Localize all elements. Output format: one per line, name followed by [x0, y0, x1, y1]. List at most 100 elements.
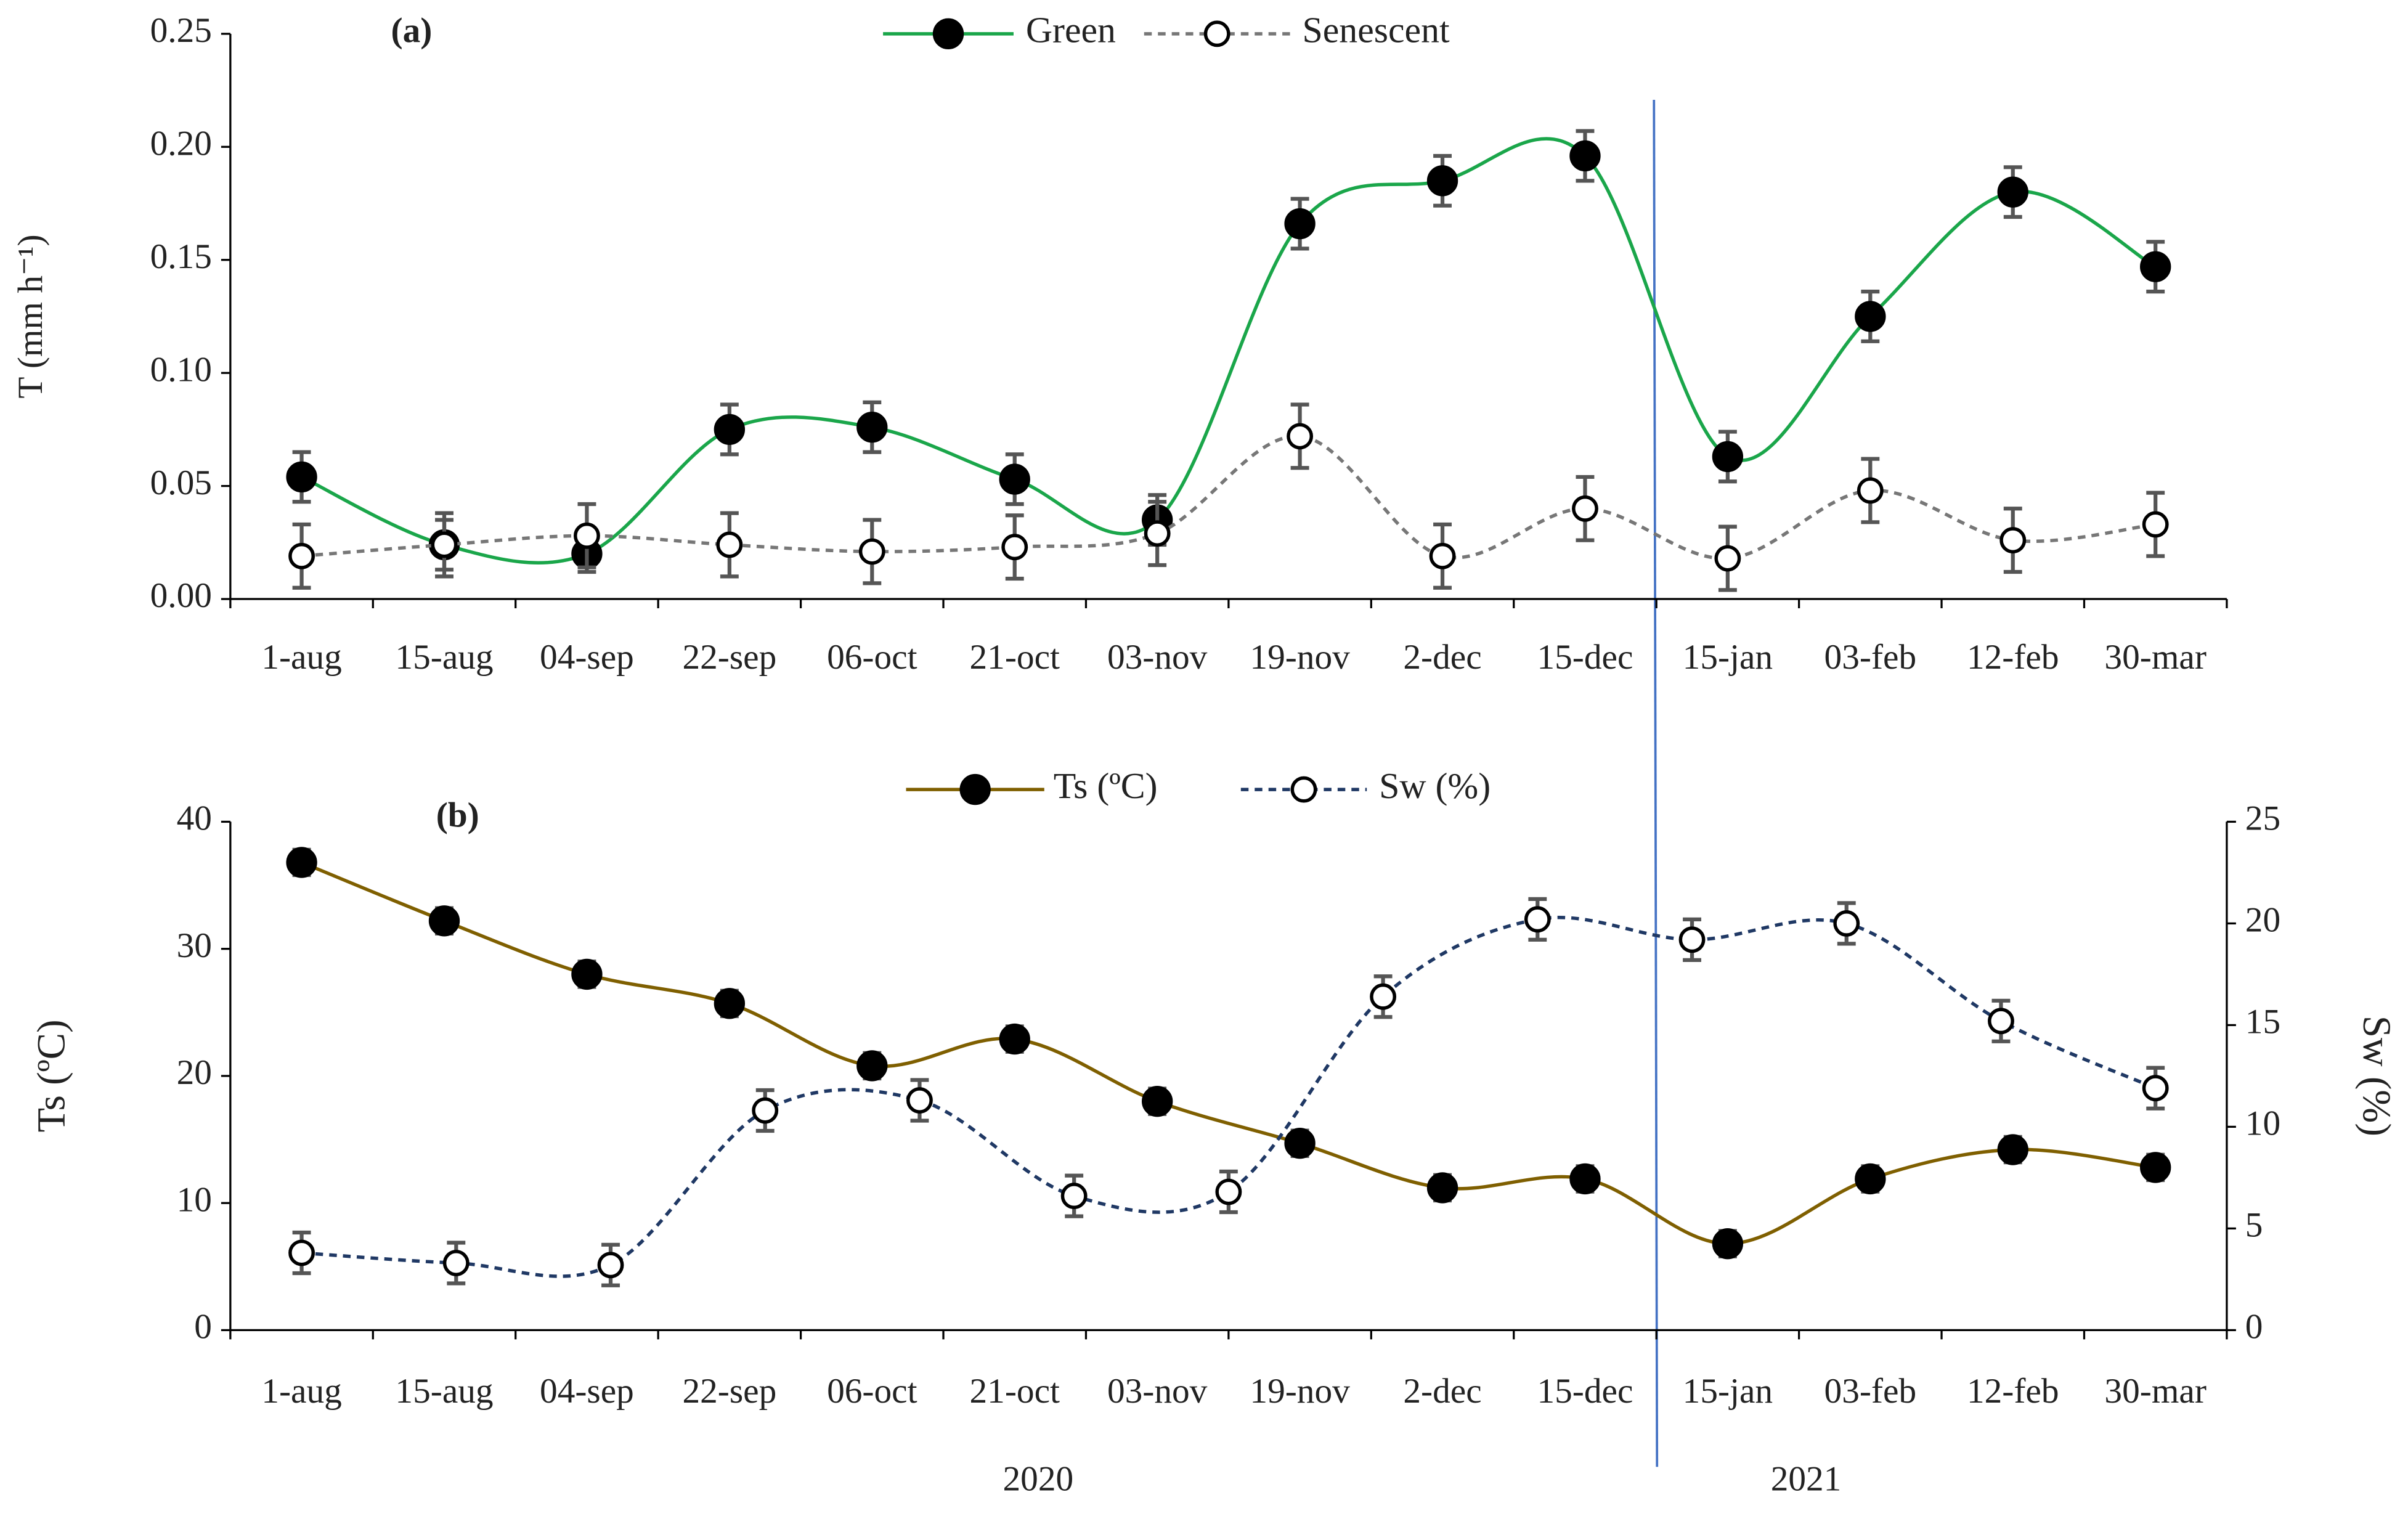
y-tick-label: 0.10: [150, 350, 212, 389]
x-tick-label: 12-feb: [1967, 638, 2059, 677]
x-tick-label: 30-mar: [2104, 1372, 2207, 1411]
x-tick-label: 15-dec: [1537, 638, 1633, 677]
marker: [1524, 906, 1551, 933]
marker: [856, 1050, 888, 1082]
marker: [1712, 441, 1744, 473]
x-tick-label: 06-oct: [827, 638, 917, 677]
x-tick-label: 03-nov: [1107, 638, 1208, 677]
marker: [1426, 165, 1458, 197]
x-tick-label: 03-nov: [1107, 1372, 1208, 1411]
y-tick-label: 0.00: [150, 576, 212, 615]
marker: [1060, 1183, 1088, 1210]
marker: [1714, 545, 1741, 572]
x-tick-label: 1-aug: [261, 1372, 342, 1411]
legend-label: Senescent: [1303, 10, 1450, 51]
marker: [858, 538, 885, 565]
marker: [1988, 1008, 2014, 1035]
panel-label: (b): [436, 796, 479, 835]
legend-marker: [932, 18, 964, 50]
y2-tick-label: 5: [2245, 1206, 2263, 1245]
marker: [1215, 1178, 1242, 1205]
legend-marker: [1290, 776, 1317, 803]
y2-axis-label: Sw (%): [2354, 1016, 2399, 1136]
annotation: 2021: [1771, 1459, 1842, 1498]
marker: [1141, 1085, 1173, 1117]
marker: [1855, 1163, 1886, 1195]
series-line: [301, 137, 2157, 565]
marker: [2142, 1075, 2169, 1102]
y-tick-label: 0.05: [150, 463, 212, 502]
marker: [1833, 910, 1860, 937]
y-tick-label: 0.25: [150, 11, 212, 50]
marker: [2140, 1152, 2171, 1183]
marker: [1287, 423, 1314, 450]
marker: [1997, 1134, 2028, 1165]
x-tick-label: 2-dec: [1403, 1372, 1481, 1411]
x-tick-label: 21-oct: [970, 638, 1060, 677]
legend-marker: [959, 773, 991, 805]
y-tick-label: 0.20: [150, 124, 212, 163]
x-tick-label: 22-sep: [682, 1372, 776, 1411]
x-tick-label: 15-jan: [1683, 1372, 1773, 1411]
x-tick-label: 04-sep: [540, 638, 634, 677]
x-tick-label: 19-nov: [1250, 638, 1350, 677]
x-tick-label: 15-dec: [1537, 1372, 1633, 1411]
x-tick-label: 06-oct: [827, 1372, 917, 1411]
annotation: 2020: [1003, 1459, 1074, 1498]
marker: [2140, 251, 2171, 282]
marker: [1999, 527, 2027, 554]
y2-tick-label: 20: [2245, 901, 2280, 940]
marker: [1712, 1228, 1744, 1260]
marker: [1569, 140, 1601, 172]
marker: [1426, 1172, 1458, 1204]
y-tick-label: 0: [194, 1308, 212, 1347]
x-tick-label: 03-feb: [1824, 638, 1917, 677]
marker: [1284, 208, 1316, 240]
y-axis-label: Ts (ºC): [30, 1019, 74, 1132]
legend-marker: [1203, 20, 1230, 47]
series-line: [301, 434, 2156, 560]
x-tick-label: 15-jan: [1683, 638, 1773, 677]
marker: [1855, 301, 1886, 332]
x-tick-label: 15-aug: [395, 1372, 493, 1411]
panel-label: (a): [391, 11, 433, 50]
x-tick-label: 1-aug: [261, 638, 342, 677]
marker: [856, 412, 888, 443]
marker: [714, 988, 746, 1019]
x-tick-label: 2-dec: [1403, 638, 1481, 677]
x-tick-label: 12-feb: [1967, 1372, 2059, 1411]
marker: [2142, 511, 2169, 538]
x-tick-label: 30-mar: [2104, 638, 2207, 677]
marker: [431, 531, 458, 558]
y2-tick-label: 25: [2245, 799, 2280, 838]
year-divider: [1653, 100, 1659, 1467]
marker: [1370, 983, 1397, 1010]
marker: [442, 1250, 470, 1276]
marker: [288, 1239, 315, 1266]
y-tick-label: 40: [177, 799, 212, 838]
marker: [714, 414, 746, 446]
marker: [573, 522, 600, 549]
series-line: [301, 860, 2156, 1245]
marker: [1284, 1128, 1316, 1159]
marker: [288, 542, 315, 569]
marker: [1144, 520, 1171, 547]
x-tick-label: 03-feb: [1824, 1372, 1917, 1411]
y2-tick-label: 15: [2245, 1003, 2280, 1041]
marker: [1569, 1163, 1601, 1195]
y-tick-label: 0.15: [150, 237, 212, 276]
marker: [999, 1023, 1030, 1055]
marker: [1857, 477, 1884, 504]
y2-tick-label: 0: [2245, 1308, 2263, 1347]
legend-label: Sw (%): [1379, 765, 1491, 806]
marker: [428, 905, 460, 937]
marker: [752, 1097, 779, 1124]
y-tick-label: 30: [177, 926, 212, 965]
marker: [999, 463, 1030, 495]
y-axis-label: T (mm h⁻¹): [11, 234, 50, 398]
x-tick-label: 15-aug: [395, 638, 493, 677]
marker: [1678, 926, 1706, 953]
marker: [1001, 534, 1028, 561]
